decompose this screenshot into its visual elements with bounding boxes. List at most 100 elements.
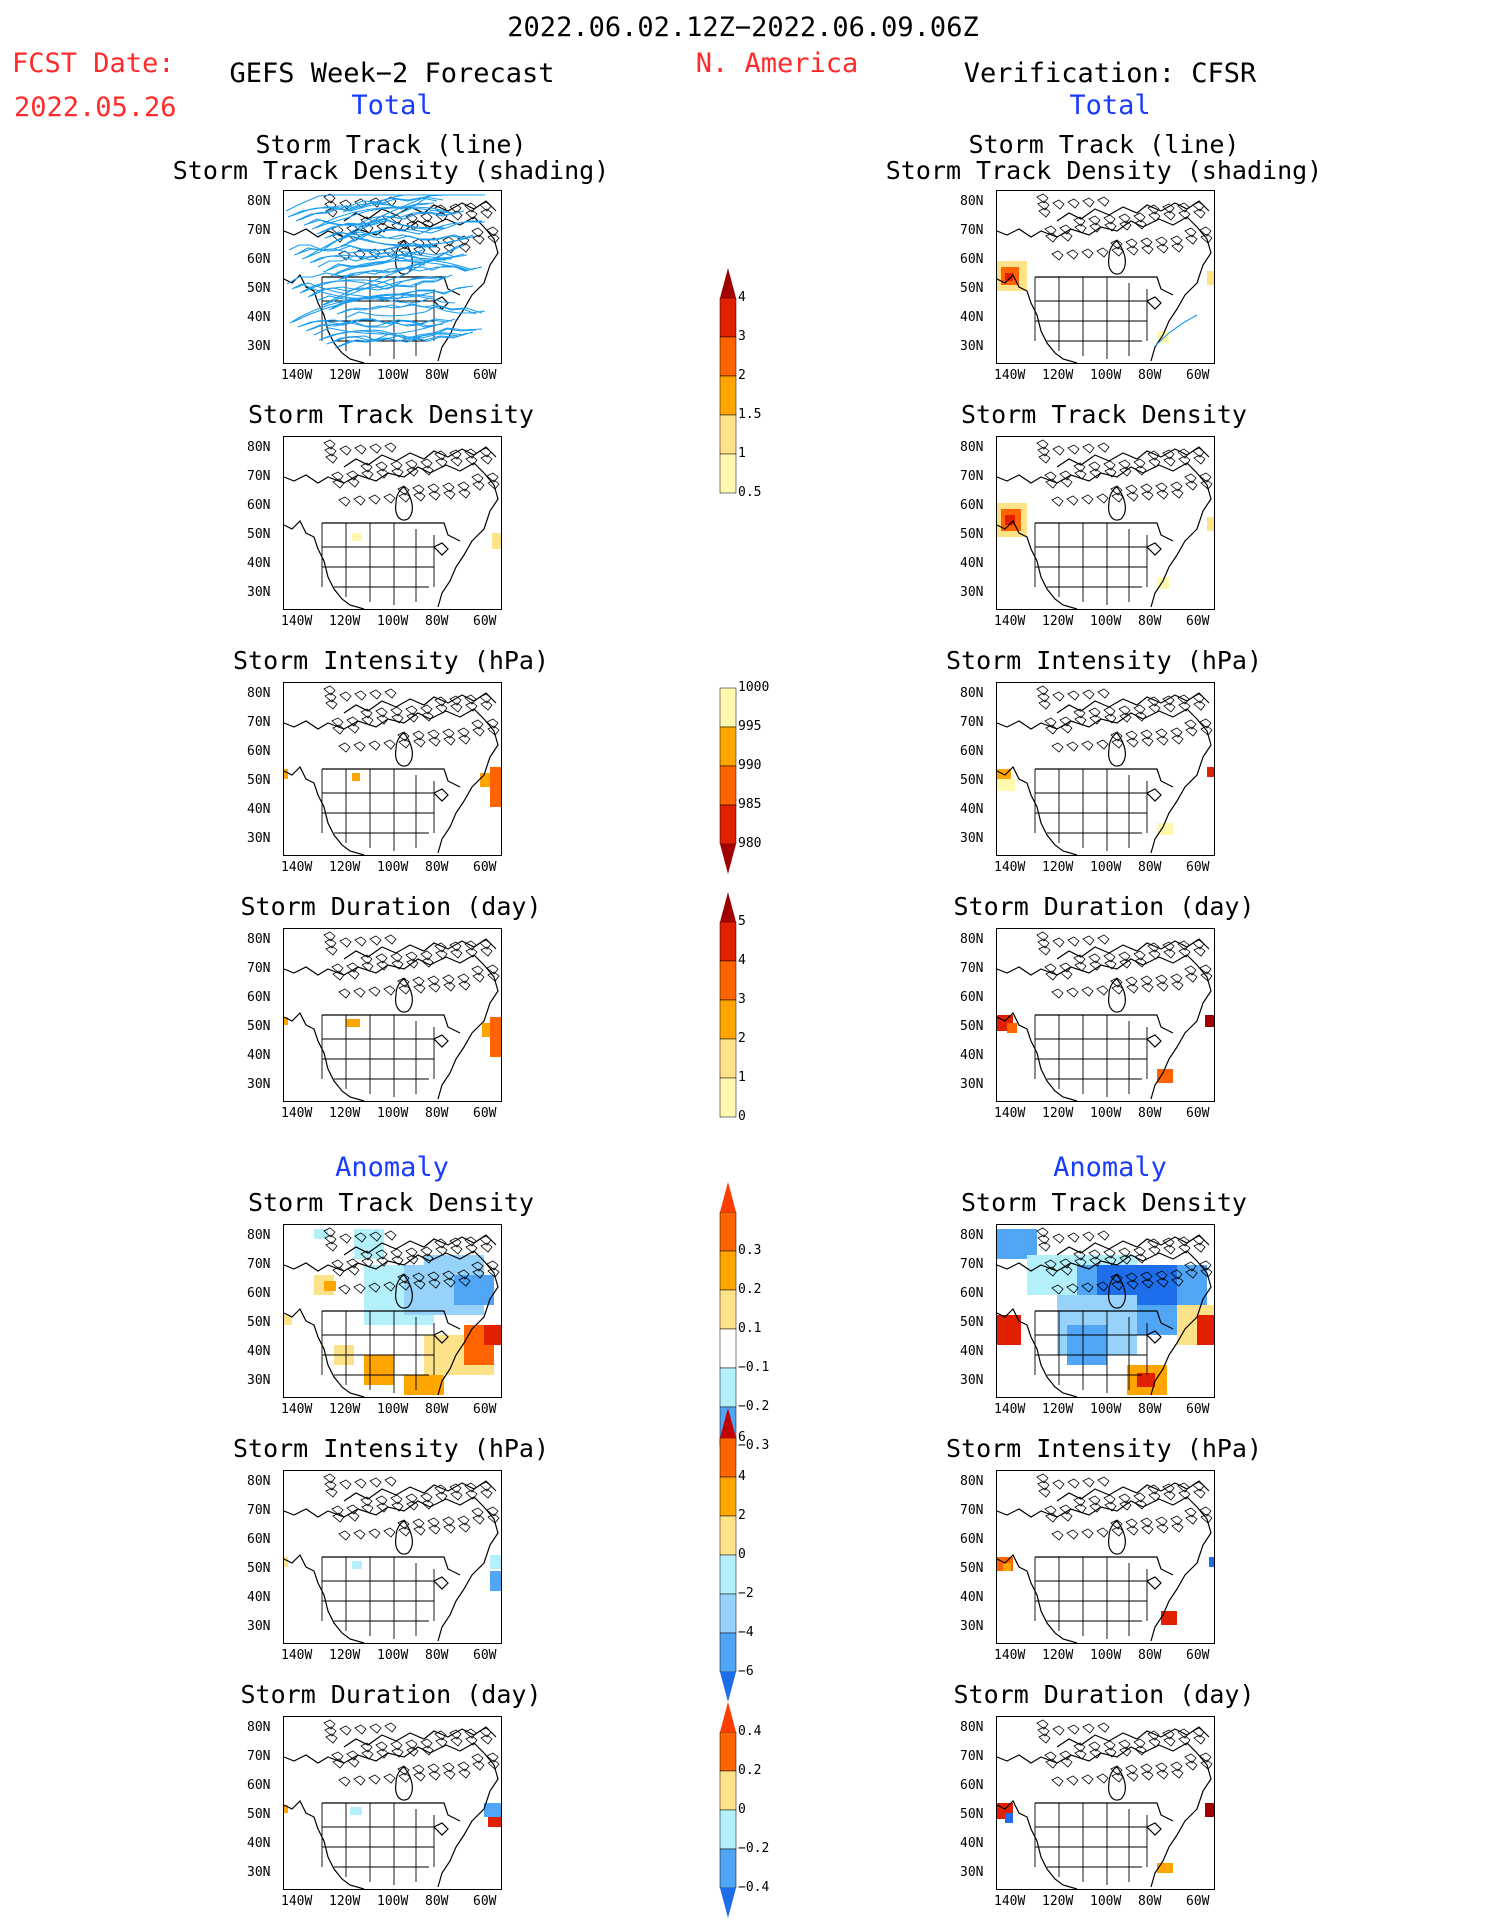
- colorbar-tick-label: 6: [738, 1430, 746, 1445]
- island-outline: [1192, 447, 1205, 458]
- island-outline: [375, 707, 388, 718]
- island-outline: [420, 1246, 433, 1257]
- map-svg: [284, 685, 501, 855]
- lat-tick-label: 80N: [960, 1720, 984, 1735]
- island-outline: [339, 445, 352, 456]
- lon-tick-label: 100W: [377, 1648, 409, 1663]
- island-outline: [405, 705, 418, 716]
- island-outline: [361, 469, 374, 480]
- island-outline: [412, 1272, 425, 1283]
- lon-tick-label: 80W: [1138, 1648, 1162, 1663]
- colorbar-tick-label: 1.5: [738, 407, 762, 422]
- island-outline: [1118, 951, 1131, 962]
- colorbar-segment: [719, 1038, 737, 1079]
- storm-track-line: [344, 306, 486, 319]
- island-outline: [1081, 248, 1094, 259]
- island-outline: [435, 211, 448, 222]
- island-outline: [464, 448, 477, 459]
- colorbar-segment: [719, 1476, 737, 1517]
- island-outline: [390, 1740, 403, 1751]
- island-outline: [486, 226, 499, 237]
- island-outline: [360, 708, 373, 719]
- island-outline: [487, 725, 500, 736]
- lat-tick-label: 30N: [247, 831, 271, 846]
- colorbar-tick-label: 0: [738, 1109, 746, 1124]
- colorbar-tick-label: 2: [738, 1031, 746, 1046]
- island-outline: [1082, 197, 1095, 208]
- island-outline: [1067, 936, 1080, 947]
- lon-tick-label: 100W: [1090, 1648, 1122, 1663]
- island-outline: [442, 1762, 455, 1773]
- island-outline: [376, 714, 389, 725]
- colorbar-segment: [719, 960, 737, 1001]
- region-title: N. America: [695, 48, 859, 79]
- island-outline: [1081, 986, 1094, 997]
- island-outline: [1060, 1265, 1073, 1276]
- shading-cell: [284, 1805, 288, 1813]
- island-outline: [1045, 1266, 1058, 1277]
- island-outline: [1200, 1513, 1213, 1524]
- lon-tick-label: 100W: [377, 1402, 409, 1417]
- island-outline: [450, 456, 463, 467]
- island-outline: [458, 1276, 471, 1287]
- colorbar-segment: [719, 1328, 737, 1369]
- island-outline: [1171, 734, 1184, 745]
- lat-tick-label: 80N: [247, 1720, 271, 1735]
- shading-cell: [490, 1555, 501, 1569]
- island-outline: [1140, 975, 1153, 986]
- colorbar-segment: [719, 1437, 737, 1478]
- shading-cell: [490, 1571, 501, 1591]
- storm-track-line: [291, 283, 429, 300]
- island-outline: [1192, 201, 1205, 212]
- island-outline: [480, 1488, 493, 1499]
- lon-tick-label: 120W: [1042, 1106, 1074, 1121]
- lat-tick-label: 50N: [247, 1019, 271, 1034]
- lon-tick-label: 140W: [994, 1648, 1026, 1663]
- shading-cell: [1157, 823, 1173, 835]
- island-outline: [421, 465, 434, 476]
- lat-tick-label: 70N: [247, 715, 271, 730]
- map-panel: [996, 1224, 1215, 1398]
- lon-tick-label: 120W: [329, 1648, 361, 1663]
- right-column-title: Verification: CFSR: [963, 58, 1257, 89]
- colorbar: [719, 892, 737, 1118]
- island-outline: [442, 974, 455, 985]
- island-outline: [1200, 971, 1213, 982]
- island-outline: [1111, 738, 1124, 749]
- island-outline: [1162, 1729, 1175, 1740]
- island-outline: [1118, 1493, 1131, 1504]
- colorbar-tick-label: 0.3: [738, 1243, 762, 1258]
- colorbar-tick-label: −2: [738, 1586, 754, 1601]
- lon-tick-label: 60W: [1186, 1402, 1210, 1417]
- island-outline: [339, 691, 352, 702]
- island-outline: [1089, 714, 1102, 725]
- colorbar-tick-label: −0.3: [738, 1438, 770, 1453]
- island-outline: [1126, 1525, 1139, 1536]
- lat-tick-label: 30N: [247, 1865, 271, 1880]
- lon-tick-label: 120W: [329, 1402, 361, 1417]
- island-outline: [347, 1265, 360, 1276]
- panel-title: Storm Duration (day): [240, 1680, 542, 1709]
- island-outline: [360, 1496, 373, 1507]
- island-outline: [324, 1480, 337, 1491]
- map-panel: [996, 436, 1215, 610]
- island-outline: [391, 1747, 404, 1758]
- lat-tick-label: 80N: [960, 1474, 984, 1489]
- colorbar-tick-label: −0.2: [738, 1399, 770, 1414]
- island-outline: [1200, 725, 1213, 736]
- island-outline: [338, 988, 351, 999]
- island-outline: [383, 1773, 396, 1784]
- island-outline: [442, 1516, 455, 1527]
- shading-cell: [314, 1229, 328, 1239]
- island-outline: [428, 982, 441, 993]
- lat-tick-label: 70N: [247, 1257, 271, 1272]
- island-outline: [1052, 691, 1065, 702]
- island-outline: [361, 715, 374, 726]
- island-outline: [471, 1753, 484, 1764]
- island-outline: [1111, 492, 1124, 503]
- lat-tick-label: 50N: [960, 1315, 984, 1330]
- lon-tick-label: 80W: [425, 1894, 449, 1909]
- island-outline: [1192, 1481, 1205, 1492]
- island-outline: [1200, 1267, 1213, 1278]
- island-outline: [1038, 453, 1051, 464]
